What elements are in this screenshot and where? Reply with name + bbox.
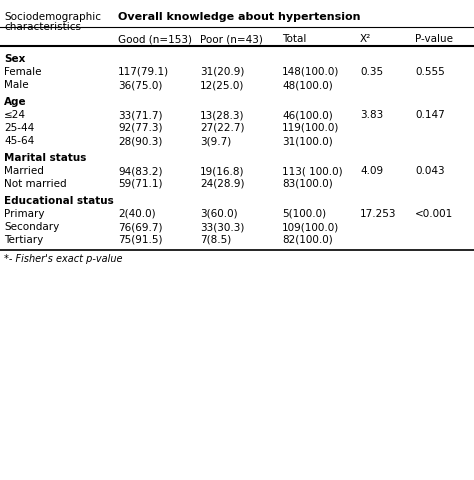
- Text: 12(25.0): 12(25.0): [200, 80, 245, 90]
- Text: 19(16.8): 19(16.8): [200, 166, 245, 176]
- Text: Age: Age: [4, 97, 27, 107]
- Text: 25-44: 25-44: [4, 123, 34, 133]
- Text: Total: Total: [282, 34, 306, 44]
- Text: 33(71.7): 33(71.7): [118, 110, 163, 120]
- Text: 3(60.0): 3(60.0): [200, 209, 237, 219]
- Text: 2(40.0): 2(40.0): [118, 209, 155, 219]
- Text: P-value: P-value: [415, 34, 453, 44]
- Text: 17.253: 17.253: [360, 209, 396, 219]
- Text: Married: Married: [4, 166, 44, 176]
- Text: 119(100.0): 119(100.0): [282, 123, 339, 133]
- Text: 31(20.9): 31(20.9): [200, 67, 245, 77]
- Text: 27(22.7): 27(22.7): [200, 123, 245, 133]
- Text: Marital status: Marital status: [4, 153, 86, 163]
- Text: 82(100.0): 82(100.0): [282, 235, 333, 245]
- Text: 3(9.7): 3(9.7): [200, 136, 231, 146]
- Text: X²: X²: [360, 34, 371, 44]
- Text: 7(8.5): 7(8.5): [200, 235, 231, 245]
- Text: 46(100.0): 46(100.0): [282, 110, 333, 120]
- Text: 13(28.3): 13(28.3): [200, 110, 245, 120]
- Text: 0.35: 0.35: [360, 67, 383, 77]
- Text: 28(90.3): 28(90.3): [118, 136, 163, 146]
- Text: 4.09: 4.09: [360, 166, 383, 176]
- Text: 0.555: 0.555: [415, 67, 445, 77]
- Text: 109(100.0): 109(100.0): [282, 222, 339, 232]
- Text: Not married: Not married: [4, 179, 67, 189]
- Text: 3.83: 3.83: [360, 110, 383, 120]
- Text: Sex: Sex: [4, 54, 26, 64]
- Text: Female: Female: [4, 67, 42, 77]
- Text: 76(69.7): 76(69.7): [118, 222, 163, 232]
- Text: 92(77.3): 92(77.3): [118, 123, 163, 133]
- Text: Sociodemographic: Sociodemographic: [4, 12, 101, 22]
- Text: 75(91.5): 75(91.5): [118, 235, 163, 245]
- Text: Poor (n=43): Poor (n=43): [200, 34, 263, 44]
- Text: 33(30.3): 33(30.3): [200, 222, 245, 232]
- Text: 5(100.0): 5(100.0): [282, 209, 326, 219]
- Text: 24(28.9): 24(28.9): [200, 179, 245, 189]
- Text: 113( 100.0): 113( 100.0): [282, 166, 343, 176]
- Text: *- Fisher's exact p-value: *- Fisher's exact p-value: [4, 254, 122, 264]
- Text: Overall knowledge about hypertension: Overall knowledge about hypertension: [118, 12, 361, 22]
- Text: 0.147: 0.147: [415, 110, 445, 120]
- Text: Primary: Primary: [4, 209, 45, 219]
- Text: ≤24: ≤24: [4, 110, 26, 120]
- Text: 148(100.0): 148(100.0): [282, 67, 339, 77]
- Text: 45-64: 45-64: [4, 136, 34, 146]
- Text: 94(83.2): 94(83.2): [118, 166, 163, 176]
- Text: 59(71.1): 59(71.1): [118, 179, 163, 189]
- Text: 31(100.0): 31(100.0): [282, 136, 333, 146]
- Text: 36(75.0): 36(75.0): [118, 80, 163, 90]
- Text: Tertiary: Tertiary: [4, 235, 43, 245]
- Text: characteristics: characteristics: [4, 22, 81, 32]
- Text: 83(100.0): 83(100.0): [282, 179, 333, 189]
- Text: 117(79.1): 117(79.1): [118, 67, 169, 77]
- Text: <0.001: <0.001: [415, 209, 453, 219]
- Text: Good (n=153): Good (n=153): [118, 34, 192, 44]
- Text: Male: Male: [4, 80, 28, 90]
- Text: 0.043: 0.043: [415, 166, 445, 176]
- Text: Educational status: Educational status: [4, 196, 114, 206]
- Text: Secondary: Secondary: [4, 222, 59, 232]
- Text: 48(100.0): 48(100.0): [282, 80, 333, 90]
